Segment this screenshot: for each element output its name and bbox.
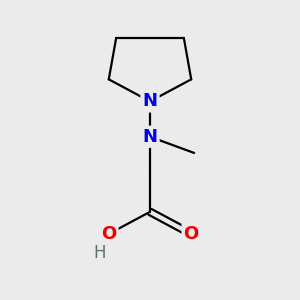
Text: O: O <box>184 225 199 243</box>
Text: H: H <box>94 244 106 262</box>
Text: N: N <box>142 128 158 146</box>
Text: N: N <box>142 92 158 110</box>
Text: O: O <box>101 225 116 243</box>
